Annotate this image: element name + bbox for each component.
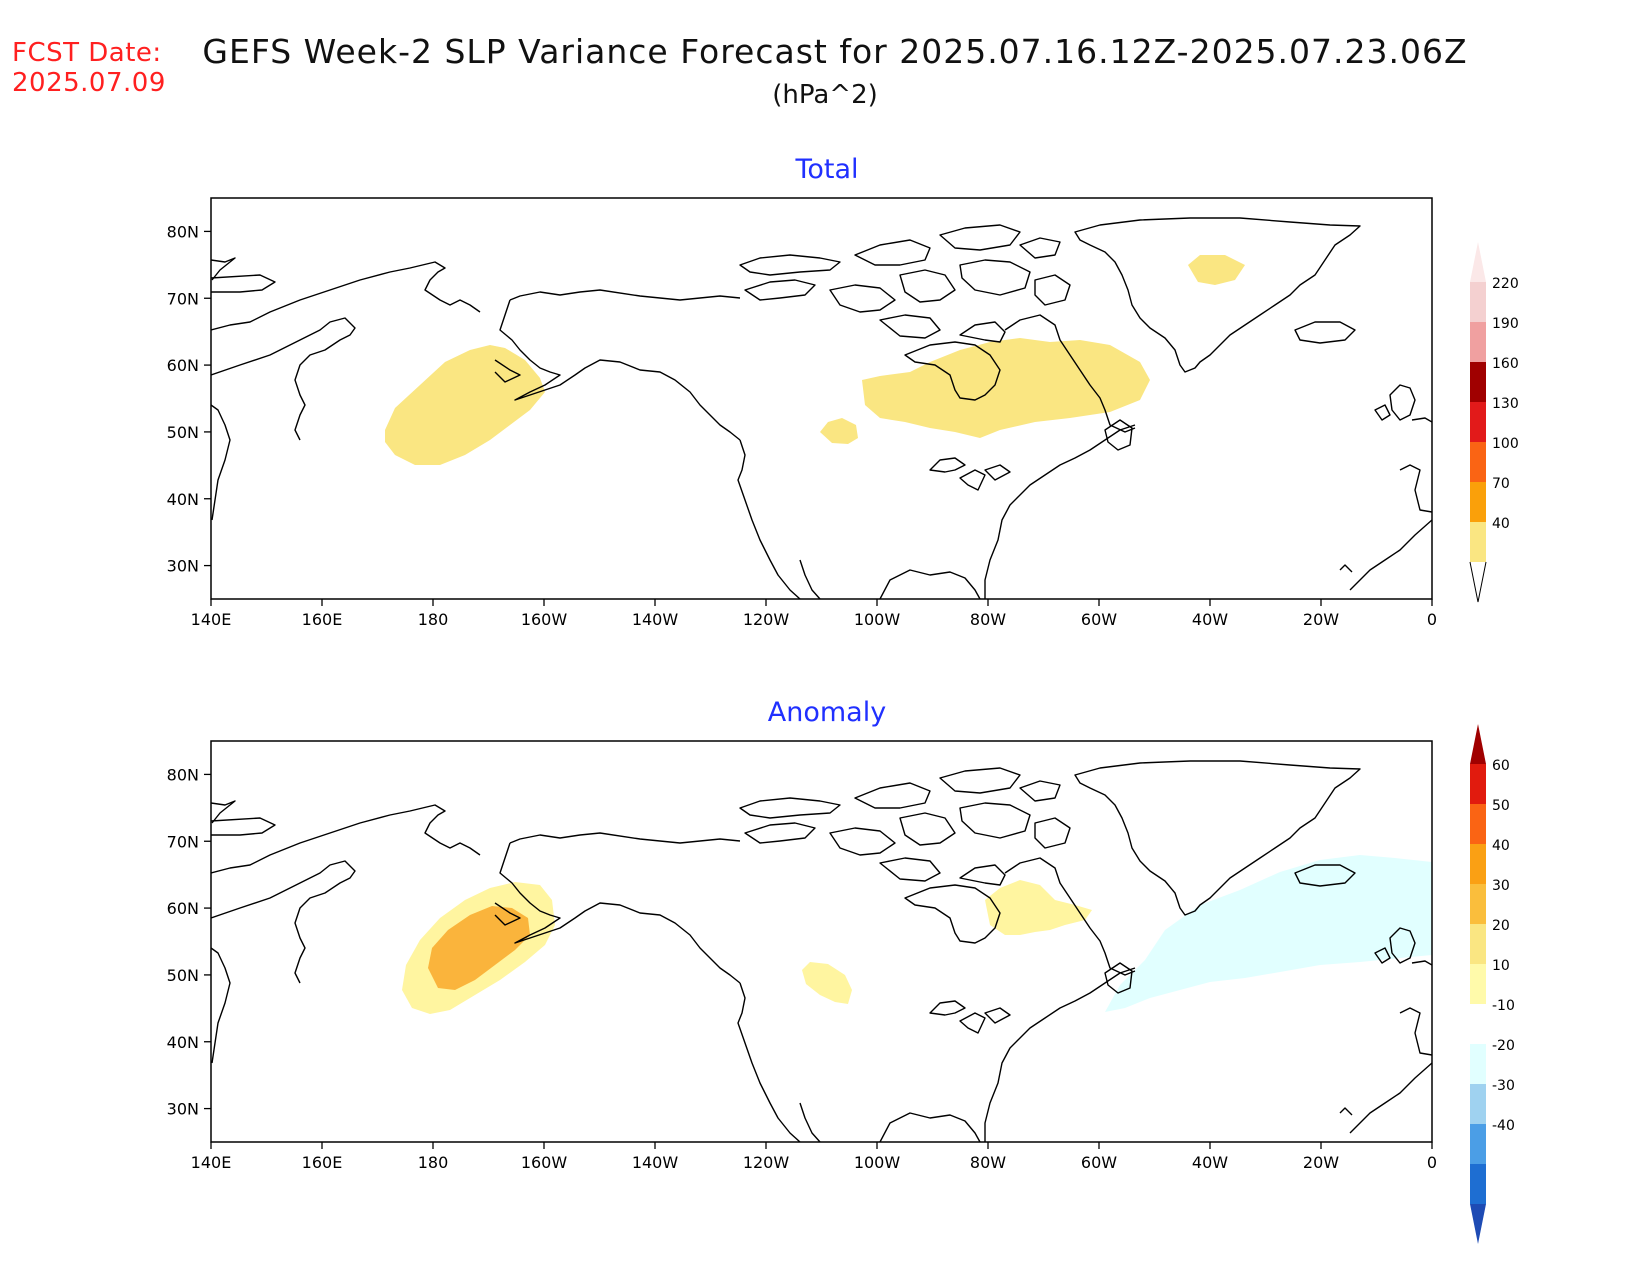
colorbar-swatch	[1470, 322, 1486, 362]
lon-tick-label: 120W	[743, 1153, 790, 1172]
anomaly-colorbar: 60 50 40 30 20 10 -10 -20 -30 -40	[1470, 724, 1515, 1244]
colorbar-top-arrow	[1470, 242, 1486, 282]
lon-tick-label: 40W	[1192, 610, 1228, 629]
colorbar-bottom-arrow	[1469, 561, 1487, 603]
lon-tick-label: 160E	[302, 1153, 343, 1172]
colorbar-label: 130	[1492, 396, 1519, 412]
lat-tick-label: 70N	[167, 289, 199, 308]
lon-tick-label: 80W	[970, 610, 1006, 629]
shade-northern-plains-anomaly	[802, 962, 852, 1004]
shade-bering-sea-anomaly-inner	[428, 906, 530, 990]
lon-tick-label: 60W	[1081, 610, 1117, 629]
lon-tick-label: 20W	[1303, 610, 1339, 629]
lat-tick-label: 50N	[167, 966, 199, 985]
colorbar-label: 190	[1492, 316, 1519, 332]
colorbar-label: 40	[1492, 838, 1510, 854]
lon-tick-label: 180	[418, 610, 449, 629]
colorbar-label: 60	[1492, 758, 1510, 774]
lon-tick-label: 100W	[854, 610, 901, 629]
lon-tick-label: 100W	[854, 1153, 901, 1172]
lon-tick-label: 160W	[521, 1153, 568, 1172]
shade-north-pacific-max	[385, 345, 545, 465]
colorbar-swatch	[1470, 924, 1486, 964]
total-map-panel: 140E 160E 180 160W 140W 120W 100W 80W 60W 40W 20W 0…	[167, 197, 1519, 629]
lon-tick-label: 0	[1427, 1153, 1437, 1172]
lon-tick-label: 160E	[302, 610, 343, 629]
panel-title-total: Total	[795, 154, 859, 185]
colorbar-label: 10	[1492, 958, 1510, 974]
lon-tick-label: 140E	[191, 1153, 232, 1172]
colorbar-swatch	[1470, 482, 1486, 522]
colorbar-label: 40	[1492, 516, 1510, 532]
panel-title-anomaly: Anomaly	[767, 697, 887, 728]
colorbar-swatch	[1470, 1044, 1486, 1084]
colorbar-label: 100	[1492, 436, 1519, 452]
colorbar-swatch	[1470, 402, 1486, 442]
lat-tick-label: 30N	[167, 557, 199, 576]
lat-tick-label: 30N	[167, 1100, 199, 1119]
colorbar-label: -30	[1492, 1078, 1515, 1094]
shade-hudson-bay-anomaly	[985, 880, 1092, 935]
colorbar-swatch	[1470, 1004, 1486, 1044]
lat-tick-label: 60N	[167, 899, 199, 918]
lon-tick-label: 140E	[191, 610, 232, 629]
shade-greenland-small-max	[1188, 255, 1245, 285]
colorbar-swatch	[1470, 1084, 1486, 1124]
shade-hudson-bay-labrador-max	[862, 338, 1150, 438]
lat-tick-label: 50N	[167, 423, 199, 442]
colorbar-label: 50	[1492, 798, 1510, 814]
colorbar-swatch	[1470, 282, 1486, 322]
lat-tick-label: 60N	[167, 356, 199, 375]
lon-tick-label: 60W	[1081, 1153, 1117, 1172]
colorbar-label: -20	[1492, 1038, 1515, 1054]
forecast-date-value: 2025.07.09	[12, 68, 166, 98]
forecast-date-label: FCST Date:	[12, 38, 162, 68]
colorbar-swatch	[1470, 1164, 1486, 1204]
lon-tick-label: 40W	[1192, 1153, 1228, 1172]
lat-tick-label: 80N	[167, 765, 199, 784]
colorbar-label: -40	[1492, 1118, 1515, 1134]
lat-tick-label: 70N	[167, 832, 199, 851]
shade-northern-plains-small-max	[820, 418, 858, 444]
anomaly-map-panel: 140E 160E 180 160W 140W 120W 100W 80W 60W 40W 20W 0…	[167, 724, 1515, 1244]
total-axes: 140E 160E 180 160W 140W 120W 100W 80W 60W 40W 20W 0…	[167, 222, 1437, 629]
lon-tick-label: 160W	[521, 610, 568, 629]
lat-tick-label: 40N	[167, 1033, 199, 1052]
lon-tick-label: 80W	[970, 1153, 1006, 1172]
colorbar-top-arrow	[1470, 724, 1486, 764]
figure-units: (hPa^2)	[772, 80, 878, 110]
lat-tick-label: 80N	[167, 222, 199, 241]
total-colorbar: 220 190 160 130 100 70 40	[1469, 242, 1519, 603]
colorbar-bottom-arrow	[1470, 1204, 1486, 1244]
lon-tick-label: 0	[1427, 610, 1437, 629]
lon-tick-label: 120W	[743, 610, 790, 629]
lat-tick-label: 40N	[167, 490, 199, 509]
colorbar-label: 160	[1492, 356, 1519, 372]
figure-title: GEFS Week-2 SLP Variance Forecast for 20…	[202, 32, 1468, 71]
colorbar-swatch	[1470, 884, 1486, 924]
colorbar-swatch	[1470, 844, 1486, 884]
colorbar-swatch	[1470, 804, 1486, 844]
colorbar-label: 20	[1492, 918, 1510, 934]
colorbar-swatch	[1470, 522, 1486, 562]
colorbar-label: 70	[1492, 476, 1510, 492]
colorbar-swatch	[1470, 964, 1486, 1004]
lon-tick-label: 140W	[632, 1153, 679, 1172]
colorbar-swatch	[1470, 1124, 1486, 1164]
colorbar-label: 220	[1492, 276, 1519, 292]
lon-tick-label: 20W	[1303, 1153, 1339, 1172]
lon-tick-label: 180	[418, 1153, 449, 1172]
colorbar-swatch	[1470, 764, 1486, 804]
colorbar-swatch	[1470, 362, 1486, 402]
anomaly-axes: 140E 160E 180 160W 140W 120W 100W 80W 60W 40W 20W 0…	[167, 765, 1437, 1172]
colorbar-label: 30	[1492, 878, 1510, 894]
colorbar-label: -10	[1492, 998, 1515, 1014]
colorbar-swatch	[1470, 442, 1486, 482]
shade-north-atlantic-negative-anomaly	[1105, 855, 1432, 1012]
lon-tick-label: 140W	[632, 610, 679, 629]
